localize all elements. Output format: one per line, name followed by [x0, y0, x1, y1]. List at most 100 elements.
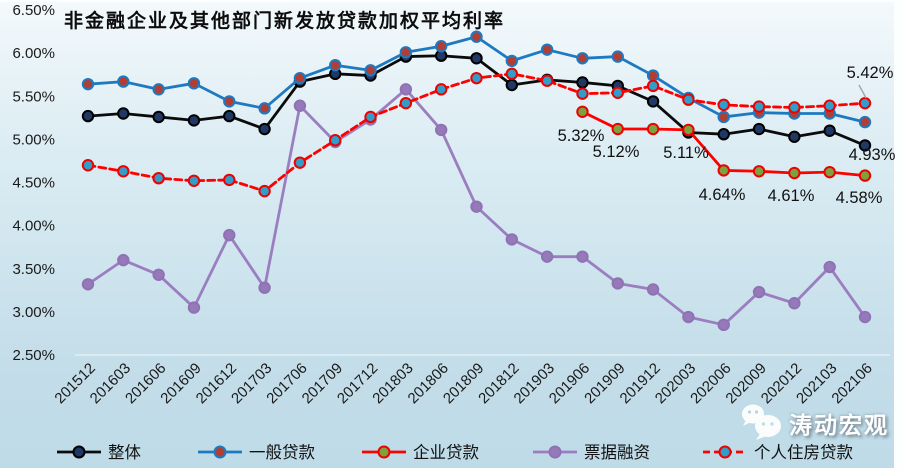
data-point	[646, 95, 660, 108]
legend-label: 个人住房贷款	[754, 443, 854, 462]
data-point	[117, 75, 130, 88]
data-point	[81, 109, 95, 123]
data-point	[505, 54, 519, 68]
legend-label: 整体	[108, 443, 142, 462]
data-point	[470, 200, 483, 213]
data-point	[788, 101, 801, 114]
data-point	[258, 184, 271, 198]
data-label: 4.58%	[836, 189, 883, 207]
legend-label: 票据融资	[584, 443, 650, 462]
data-point	[611, 50, 624, 63]
data-point	[364, 64, 377, 77]
data-point	[576, 87, 589, 100]
data-label: 4.93%	[849, 146, 896, 164]
data-point	[540, 250, 554, 263]
data-point	[858, 169, 872, 182]
data-point	[152, 171, 165, 185]
data-point	[152, 110, 165, 124]
data-point	[223, 228, 236, 242]
data-point	[752, 165, 766, 178]
data-point	[258, 102, 271, 115]
annotation-leader-line	[858, 84, 867, 99]
data-point	[187, 174, 201, 187]
series-4	[81, 67, 872, 198]
data-point	[434, 83, 448, 96]
data-point	[470, 30, 483, 43]
data-point	[364, 110, 377, 124]
y-tick-label: 4.00%	[12, 218, 55, 235]
data-point	[823, 99, 836, 112]
watermark: 涛动宏观	[740, 403, 889, 443]
legend-marker	[72, 445, 86, 459]
data-point	[576, 105, 589, 118]
legend-marker	[548, 445, 562, 459]
y-tick-label: 6.00%	[12, 45, 55, 62]
data-point	[788, 297, 801, 310]
data-point	[117, 107, 130, 120]
y-tick-label: 3.00%	[12, 304, 55, 321]
data-point	[293, 156, 307, 169]
series-2	[576, 105, 872, 182]
legend-item-0: 整体	[57, 443, 142, 462]
data-point	[682, 93, 695, 106]
data-point	[611, 122, 624, 136]
legend-marker	[718, 445, 732, 459]
data-point	[823, 260, 836, 274]
data-point	[223, 109, 236, 123]
data-point	[329, 58, 342, 72]
legend-marker	[213, 445, 227, 459]
data-point	[434, 123, 448, 137]
data-point	[117, 165, 130, 178]
data-label: 5.11%	[663, 144, 709, 162]
data-label: 5.32%	[558, 127, 605, 145]
data-point	[505, 78, 519, 92]
data-point	[788, 166, 801, 180]
series-0	[81, 49, 872, 152]
series-line	[86, 72, 867, 193]
data-point	[823, 165, 836, 179]
data-point	[611, 86, 624, 100]
data-point	[717, 98, 730, 112]
chart-background	[0, 2, 894, 468]
data-point	[540, 43, 554, 56]
series-1	[81, 30, 872, 129]
data-point	[576, 250, 589, 263]
data-point	[858, 139, 872, 152]
data-point	[152, 83, 165, 96]
data-point	[293, 71, 307, 85]
data-point	[646, 79, 660, 93]
data-point	[399, 46, 413, 59]
y-tick-label: 4.50%	[12, 175, 55, 192]
data-point	[81, 159, 95, 172]
data-point	[470, 52, 483, 65]
data-point	[505, 67, 519, 81]
data-point	[611, 277, 624, 290]
data-point	[576, 76, 589, 89]
data-point	[470, 71, 483, 85]
data-point	[187, 114, 201, 127]
chart-title: 非金融企业及其他部门新发放贷款加权平均利率	[64, 11, 506, 32]
data-point	[717, 318, 730, 332]
data-point	[329, 134, 342, 147]
data-point	[81, 278, 95, 291]
data-point	[152, 268, 165, 281]
wechat-icon	[742, 404, 781, 440]
legend-item-2: 企业贷款	[362, 443, 480, 462]
legend-label: 企业贷款	[413, 443, 480, 462]
data-point	[858, 96, 872, 110]
data-point	[293, 99, 307, 112]
data-point	[258, 122, 271, 136]
data-point	[682, 123, 695, 137]
y-tick-label: 3.50%	[12, 261, 55, 278]
y-tick-label: 5.50%	[12, 88, 55, 105]
data-point	[752, 285, 766, 299]
data-point	[788, 130, 801, 143]
y-tick-label: 2.50%	[12, 347, 55, 364]
data-point	[399, 83, 413, 96]
data-point	[505, 233, 519, 246]
data-point	[823, 124, 836, 137]
data-label: 5.42%	[847, 64, 894, 82]
series-line	[86, 54, 867, 147]
data-point	[752, 122, 766, 136]
